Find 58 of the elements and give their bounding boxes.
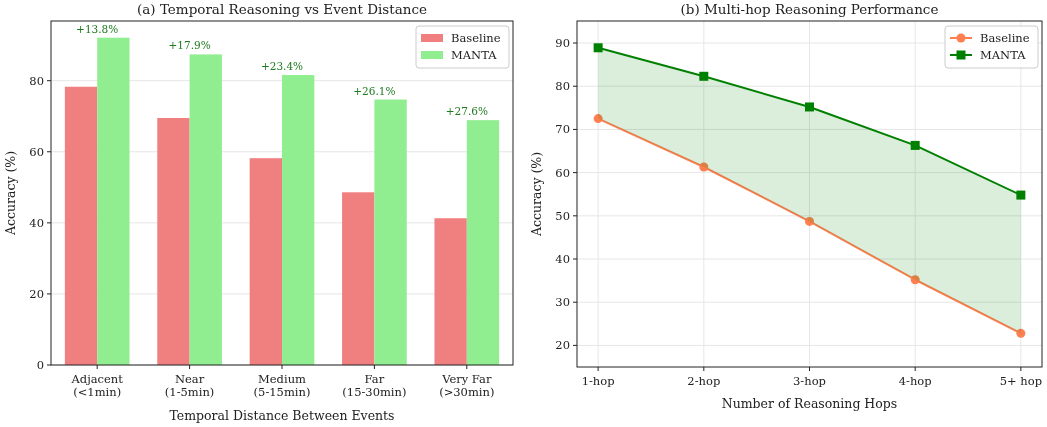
point [699, 71, 709, 81]
bar [97, 37, 130, 365]
x-tick-label: 5+ hop [999, 374, 1043, 388]
bar [64, 86, 98, 365]
bar [374, 99, 407, 365]
y-axis-title: Accuracy (%) [3, 150, 18, 237]
bar [342, 192, 375, 365]
x-tick-label: Far (15-30min) [342, 372, 407, 399]
chart-title: (b) Multi-hop Reasoning Performance [680, 1, 939, 17]
annotation: +26.1% [353, 84, 396, 97]
point [593, 43, 603, 53]
y-tick-label: 90 [555, 36, 570, 51]
legend-label: Baseline [451, 31, 501, 45]
x-tick-label: Near (1-5min) [164, 372, 215, 399]
point [910, 140, 920, 150]
bar [189, 54, 222, 365]
bar [282, 75, 315, 365]
y-tick-label: 80 [29, 73, 44, 88]
x-tick-label: 3-hop [793, 374, 826, 388]
y-tick-label: 70 [555, 122, 570, 137]
annotation: +13.8% [76, 22, 119, 35]
annotation: +17.9% [168, 39, 211, 52]
bar [434, 218, 467, 365]
point [910, 275, 920, 285]
point [1016, 328, 1026, 338]
y-tick-label: 80 [555, 79, 570, 94]
bar [157, 118, 190, 365]
x-tick-label: 1-hop [581, 374, 615, 388]
annotation: +27.6% [445, 105, 488, 118]
y-tick-label: 60 [555, 165, 570, 180]
x-tick-label: Medium (5-15min) [253, 372, 311, 399]
point [805, 216, 814, 226]
legend-label: MANTA [451, 48, 498, 62]
y-tick-label: 20 [555, 338, 570, 353]
x-tick-label: Very Far (>30min) [439, 372, 495, 399]
x-axis-title: Temporal Distance Between Events [169, 408, 395, 423]
y-tick-label: 0 [36, 358, 44, 372]
bar [466, 120, 500, 365]
y-tick-label: 60 [29, 144, 44, 159]
y-tick-label: 50 [555, 208, 570, 223]
x-tick-label: Adjacent (<1min) [70, 372, 124, 399]
point [593, 114, 603, 124]
annotation: +23.4% [260, 60, 304, 73]
bar [249, 158, 282, 365]
point [1016, 190, 1026, 200]
point [805, 102, 814, 112]
legend-label: MANTA [980, 48, 1027, 62]
y-axis-title: Accuracy (%) [529, 151, 544, 238]
y-tick-label: 40 [29, 215, 44, 230]
y-tick-label: 20 [29, 286, 44, 301]
y-tick-label: 30 [555, 295, 570, 310]
legend-label: Baseline [980, 31, 1030, 45]
y-tick-label: 40 [555, 252, 570, 267]
x-tick-label: 4-hop [898, 374, 932, 388]
x-tick-label: 2-hop [687, 374, 721, 388]
chart-title: (a) Temporal Reasoning vs Event Distance [137, 1, 427, 17]
point [699, 162, 709, 172]
x-axis-title: Number of Reasoning Hops [721, 396, 898, 411]
